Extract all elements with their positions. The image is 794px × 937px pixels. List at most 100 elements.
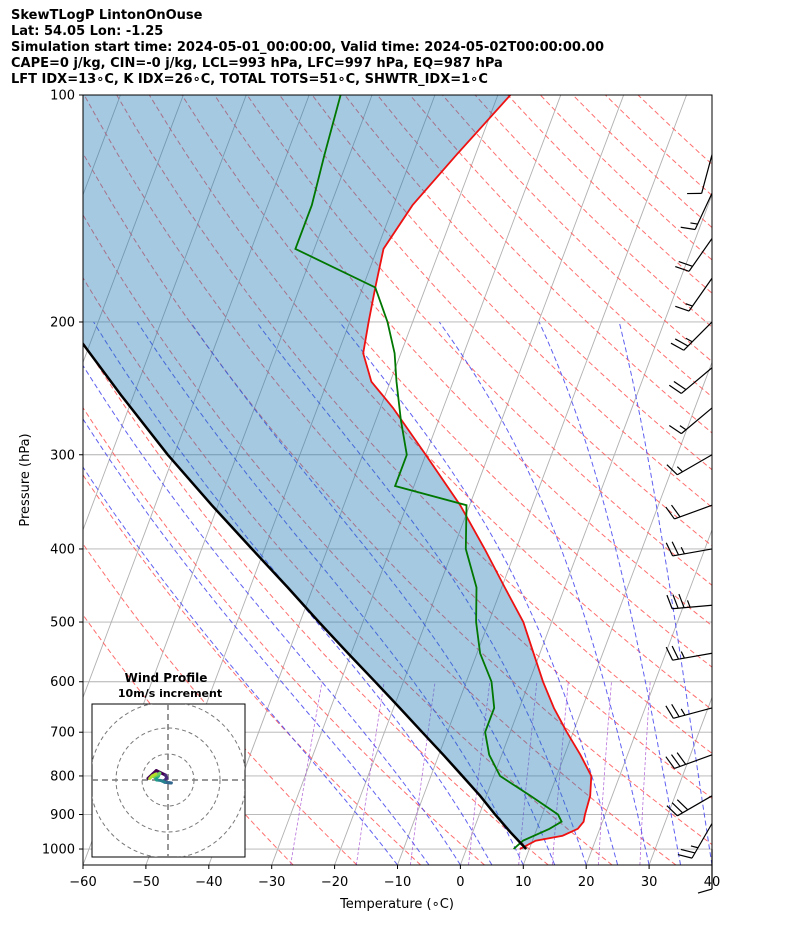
background-grid: [83, 95, 712, 865]
cape-area: [83, 95, 592, 849]
y-tick-label: 100: [50, 89, 75, 104]
x-tick-label: −10: [384, 875, 411, 890]
wind-barb-flag: [676, 799, 689, 811]
location-line: Lat: 54.05 Lon: -1.25: [11, 24, 164, 39]
wind-barb: [687, 154, 713, 195]
wind-barb-half: [679, 425, 687, 431]
x-tick-label: 10: [515, 875, 532, 890]
wind-barb-staff: [680, 367, 713, 394]
wind-barb-staff: [688, 277, 713, 312]
dry-adiabat: [83, 406, 485, 865]
time-line: Simulation start time: 2024-05-01_00:00:…: [11, 40, 604, 55]
mixing-line: [355, 681, 385, 865]
wind-barb-half: [690, 222, 698, 225]
wind-barb-staff: [672, 604, 713, 610]
x-tick-label: 20: [578, 875, 595, 890]
moist-adiabat: [189, 321, 556, 865]
wind-barb-flag: [671, 645, 680, 660]
wind-barb: [680, 193, 713, 231]
dry-adiabat: [83, 152, 712, 846]
moist-adiabat: [339, 321, 619, 865]
y-axis-label: Pressure (hPa): [18, 433, 33, 526]
wind-barb-staff: [674, 754, 713, 770]
isotherm: [648, 696, 712, 865]
y-tick-label: 800: [50, 769, 75, 784]
dry-adiabat: [83, 276, 613, 865]
dry-adiabat: [539, 95, 712, 261]
x-tick-label: −60: [69, 875, 96, 890]
wind-barb-staff: [674, 504, 713, 520]
wind-barb-flag: [670, 342, 685, 351]
wind-barb-half: [685, 303, 693, 307]
wind-barb-flag: [675, 305, 690, 312]
wind-barb-flag: [677, 854, 693, 859]
wind-barb-flag: [674, 338, 689, 347]
mixing-line: [468, 681, 491, 865]
wind-barb-flag: [665, 705, 674, 719]
wind-barb-flag: [680, 848, 696, 854]
dry-adiabat: [83, 213, 677, 865]
moist-adiabat: [93, 321, 493, 865]
wind-barb-flag: [671, 703, 680, 718]
isotherm: [334, 95, 625, 865]
moist-adiabat: [83, 364, 461, 865]
dry-adiabat: [246, 95, 712, 586]
mixing-line: [290, 681, 323, 865]
hodograph-segment: [148, 774, 154, 781]
wind-barb-flag: [668, 384, 682, 394]
parcel-profile-line: [83, 341, 528, 850]
wind-barb-flag: [671, 802, 683, 814]
dry-adiabat: [83, 341, 549, 865]
mixing-line: [518, 681, 538, 865]
wind-barb-half: [685, 337, 693, 343]
isotherm: [271, 95, 562, 865]
wind-profile-inset: Wind Profile 10m/s increment: [91, 671, 246, 858]
y-tick-label: 400: [50, 542, 75, 557]
x-tick-label: −20: [321, 875, 348, 890]
wind-barb-flag: [665, 542, 674, 557]
dry-adiabat: [279, 95, 712, 547]
wind-barb-half: [680, 547, 685, 555]
wind-barb-flag: [678, 593, 685, 608]
y-tick-label: 600: [50, 675, 75, 690]
wind-barb-staff: [691, 823, 713, 859]
wind-barb-half: [676, 466, 683, 473]
chart-header: SkewTLogP LintonOnOuse Lat: 54.05 Lon: -…: [11, 8, 781, 88]
cin-shading: [83, 95, 592, 849]
wind-barb-staff: [680, 407, 713, 435]
wind-barb-flag: [671, 754, 681, 767]
wind-barb-half: [680, 651, 685, 659]
x-tick-label: −50: [132, 875, 159, 890]
chart-title: SkewTLogP LintonOnOuse: [11, 8, 203, 23]
wind-barb-flag: [672, 594, 679, 609]
wind-barb: [665, 752, 713, 770]
dry-adiabat: [344, 95, 712, 471]
wind-barbs: [665, 154, 713, 894]
wind-barb: [668, 367, 713, 394]
wind-barb-half: [680, 708, 686, 716]
wind-barb-half: [686, 600, 691, 608]
wind-barb: [677, 823, 713, 859]
wind-barb-staff: [683, 321, 713, 351]
y-tick-label: 700: [50, 726, 75, 741]
wind-barb-staff: [694, 193, 713, 230]
wind-barb-flag: [665, 646, 674, 661]
wind-barb-staff: [701, 154, 713, 194]
wind-barb: [665, 703, 713, 719]
wind-barb: [666, 795, 713, 817]
profile-lines: [83, 95, 593, 850]
y-tick-label: 300: [50, 448, 75, 463]
isotherm: [585, 528, 712, 865]
wind-barb-flag: [666, 464, 678, 476]
isotherm: [83, 95, 247, 532]
wind-barb-flag: [673, 380, 687, 391]
inset-subtitle: 10m/s increment: [118, 687, 222, 700]
y-tick-label: 500: [50, 616, 75, 631]
wind-barb: [675, 238, 713, 272]
moist-adiabat: [136, 321, 524, 865]
isotherm: [711, 863, 712, 865]
wind-barb: [666, 593, 713, 610]
moist-adiabat: [618, 321, 712, 865]
wind-barb-staff: [673, 707, 713, 719]
